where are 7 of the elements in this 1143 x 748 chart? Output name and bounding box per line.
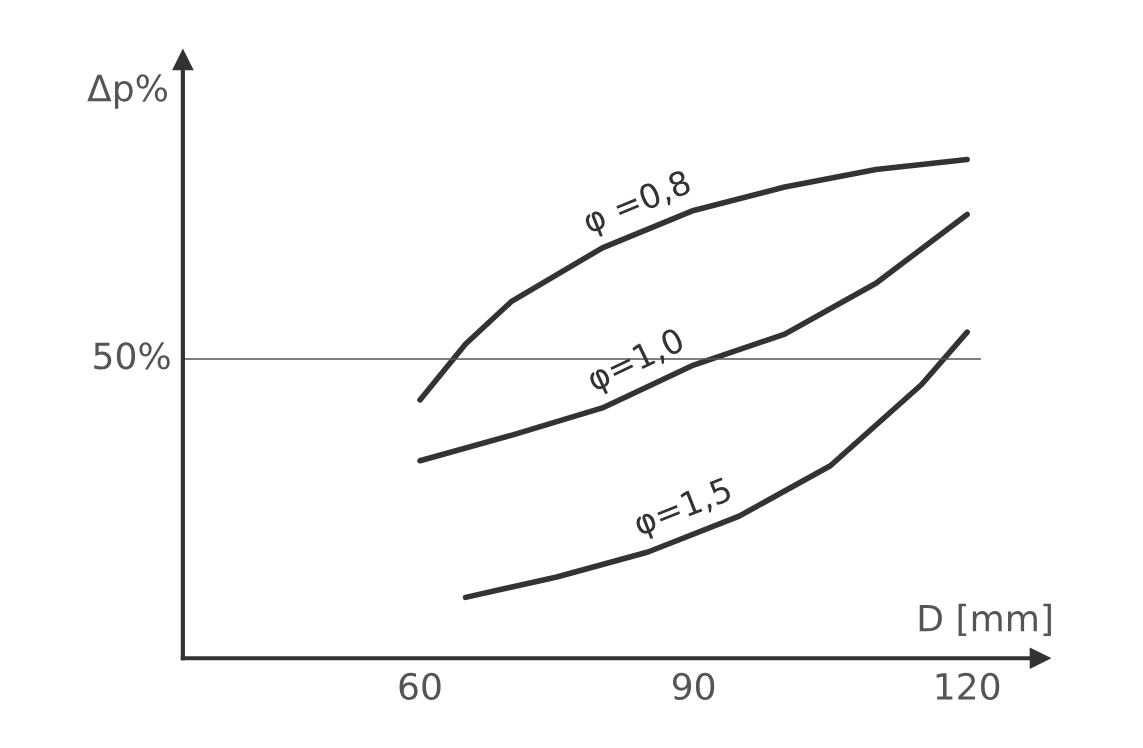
x-tick-label: 60	[399, 672, 441, 701]
x-tick-label: 120	[936, 672, 1000, 701]
x-axis-title: D [mm]	[919, 603, 1051, 637]
y-axis-title: Δp%	[87, 74, 167, 109]
text: φ =0,8	[580, 168, 695, 240]
x-tick-label: 90	[672, 672, 715, 701]
annotation: 50%	[94, 342, 170, 370]
